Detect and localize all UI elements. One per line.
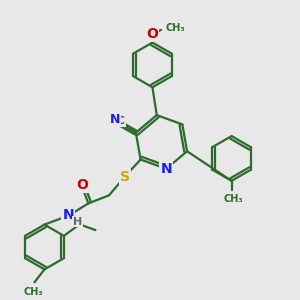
Text: C: C xyxy=(117,116,125,126)
Text: N: N xyxy=(62,208,74,222)
Text: N: N xyxy=(110,112,120,126)
Text: CH₃: CH₃ xyxy=(223,194,243,204)
Text: CH₃: CH₃ xyxy=(165,22,185,33)
Text: S: S xyxy=(120,170,130,184)
Text: H: H xyxy=(73,217,82,227)
Text: N: N xyxy=(160,162,172,176)
Text: CH₃: CH₃ xyxy=(23,286,43,297)
Text: O: O xyxy=(146,27,158,41)
Text: O: O xyxy=(76,178,88,192)
